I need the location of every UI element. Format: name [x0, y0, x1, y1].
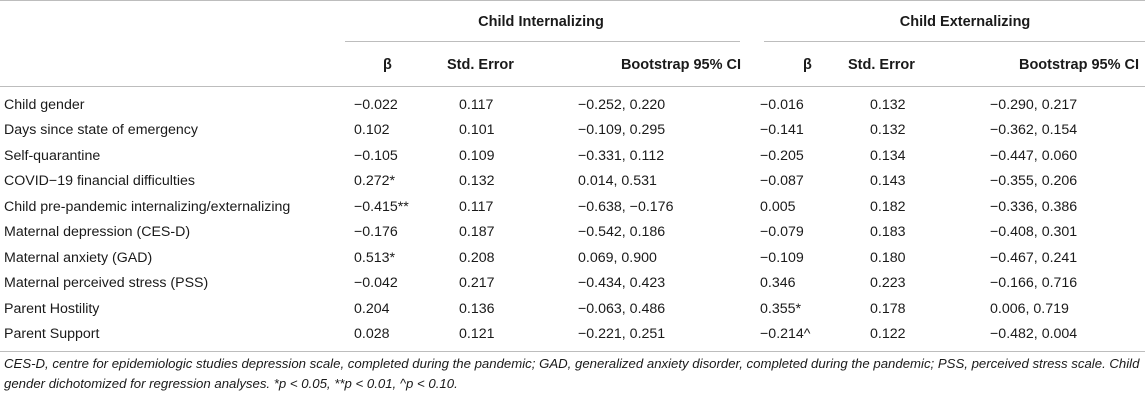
- beta-externalizing: −0.205: [760, 147, 804, 164]
- se-internalizing: 0.217: [459, 275, 495, 292]
- ci-externalizing: −0.408, 0.301: [990, 224, 1078, 241]
- se-internalizing: 0.132: [459, 173, 495, 190]
- se-externalizing: 0.132: [870, 122, 906, 139]
- se-internalizing: 0.101: [459, 122, 495, 139]
- ci-internalizing: −0.221, 0.251: [565, 321, 756, 352]
- se-externalizing: 0.183: [870, 224, 906, 241]
- se-internalizing: 0.117: [459, 96, 494, 113]
- ci-internalizing: 0.014, 0.531: [578, 173, 657, 190]
- stub-column-header: [0, 44, 343, 87]
- se-externalizing: 0.223: [870, 275, 906, 292]
- ci-externalizing: 0.006, 0.719: [990, 300, 1069, 317]
- row-label: Parent Hostility: [4, 300, 100, 317]
- beta-externalizing: 0.355*: [760, 300, 802, 317]
- se-externalizing: 0.182: [870, 198, 906, 215]
- beta-internalizing: −0.176: [354, 224, 398, 241]
- ci-internalizing: −0.252, 0.220: [578, 96, 666, 113]
- column-header-se-internalizing: Std. Error: [439, 44, 565, 87]
- beta-externalizing: 0.005: [760, 198, 796, 215]
- group-header-internalizing: Child Internalizing: [478, 14, 604, 30]
- top-rule: [0, 0, 1145, 1]
- ci-externalizing: −0.447, 0.060: [990, 147, 1078, 164]
- row-label: Self-quarantine: [4, 147, 101, 164]
- beta-internalizing: −0.022: [354, 96, 398, 113]
- beta-internalizing: 0.028: [343, 321, 439, 352]
- table-row: Child pre-pandemic internalizing/externa…: [0, 194, 1145, 220]
- se-internalizing: 0.136: [459, 300, 495, 317]
- row-label: Maternal perceived stress (PSS): [4, 275, 209, 292]
- column-header-se-externalizing: Std. Error: [841, 44, 972, 87]
- se-externalizing: 0.122: [841, 321, 972, 352]
- beta-internalizing: 0.204: [354, 300, 390, 317]
- beta-internalizing: 0.272*: [354, 173, 396, 190]
- externalizing-group-rule: [764, 41, 1145, 42]
- column-header-ci-externalizing: Bootstrap 95% CI: [971, 44, 1145, 87]
- beta-externalizing: −0.087: [760, 173, 804, 190]
- ci-internalizing: −0.434, 0.423: [578, 275, 666, 292]
- row-label: COVID−19 financial difficulties: [4, 173, 195, 190]
- table-row: Parent Support 0.028 0.121 −0.221, 0.251…: [0, 321, 1145, 352]
- beta-externalizing: −0.141: [760, 122, 804, 139]
- ci-internalizing: −0.063, 0.486: [578, 300, 666, 317]
- table-row: Child gender −0.022 0.117 −0.252, 0.220 …: [0, 87, 1145, 118]
- beta-internalizing: 0.102: [354, 122, 390, 139]
- ci-externalizing: −0.166, 0.716: [990, 275, 1078, 292]
- table-row: Maternal depression (CES-D) −0.176 0.187…: [0, 220, 1145, 246]
- group-header-externalizing: Child Externalizing: [899, 14, 1031, 30]
- table-row: Maternal anxiety (GAD) 0.513* 0.208 0.06…: [0, 245, 1145, 271]
- se-externalizing: 0.132: [870, 96, 906, 113]
- row-label: Maternal depression (CES-D): [4, 224, 191, 241]
- se-internalizing: 0.109: [459, 147, 495, 164]
- column-header-beta-internalizing: β: [343, 44, 439, 87]
- row-label: Parent Support: [0, 321, 343, 352]
- beta-internalizing: −0.042: [354, 275, 398, 292]
- ci-externalizing: −0.336, 0.386: [990, 198, 1078, 215]
- beta-externalizing: 0.346: [760, 275, 796, 292]
- table-row: Maternal perceived stress (PSS) −0.042 0…: [0, 271, 1145, 297]
- row-label: Days since state of emergency: [4, 122, 198, 139]
- column-header-beta-externalizing: β: [755, 44, 842, 87]
- se-internalizing: 0.187: [459, 224, 495, 241]
- row-label: Maternal anxiety (GAD): [4, 249, 153, 266]
- ci-internalizing: −0.638, −0.176: [578, 198, 674, 215]
- ci-externalizing: −0.290, 0.217: [990, 96, 1078, 113]
- beta-externalizing: −0.079: [760, 224, 804, 241]
- row-label: Child gender: [4, 96, 85, 113]
- ci-externalizing: −0.355, 0.206: [990, 173, 1078, 190]
- se-internalizing: 0.208: [459, 249, 495, 266]
- ci-internalizing: −0.109, 0.295: [578, 122, 666, 139]
- column-header-ci-internalizing: Bootstrap 95% CI: [565, 44, 756, 87]
- beta-internalizing: −0.415**: [354, 198, 409, 215]
- internalizing-group-rule: [345, 41, 740, 42]
- row-label: Child pre-pandemic internalizing/externa…: [4, 198, 291, 215]
- ci-externalizing: −0.482, 0.004: [971, 321, 1145, 352]
- table-row: Self-quarantine −0.105 0.109 −0.331, 0.1…: [0, 143, 1145, 169]
- ci-internalizing: −0.542, 0.186: [578, 224, 666, 241]
- se-internalizing: 0.121: [439, 321, 565, 352]
- se-externalizing: 0.143: [870, 173, 906, 190]
- beta-externalizing: −0.016: [760, 96, 804, 113]
- beta-internalizing: −0.105: [354, 147, 398, 164]
- se-externalizing: 0.134: [870, 147, 906, 164]
- se-internalizing: 0.117: [459, 198, 494, 215]
- beta-externalizing: −0.109: [760, 249, 804, 266]
- beta-externalizing: −0.214^: [755, 321, 842, 352]
- se-externalizing: 0.180: [870, 249, 906, 266]
- ci-externalizing: −0.362, 0.154: [990, 122, 1078, 139]
- table-row: Days since state of emergency 0.102 0.10…: [0, 118, 1145, 144]
- ci-internalizing: −0.331, 0.112: [578, 147, 665, 164]
- se-externalizing: 0.178: [870, 300, 906, 317]
- ci-internalizing: 0.069, 0.900: [578, 249, 657, 266]
- table-row: Parent Hostility 0.204 0.136 −0.063, 0.4…: [0, 296, 1145, 322]
- table-row: COVID−19 financial difficulties 0.272* 0…: [0, 169, 1145, 195]
- regression-table: Child Internalizing Child Externalizing …: [0, 0, 1145, 352]
- beta-internalizing: 0.513*: [354, 249, 396, 266]
- ci-externalizing: −0.467, 0.241: [990, 249, 1078, 266]
- table-footnote: CES-D, centre for epidemiologic studies …: [4, 356, 1140, 391]
- stub-header: [0, 0, 343, 44]
